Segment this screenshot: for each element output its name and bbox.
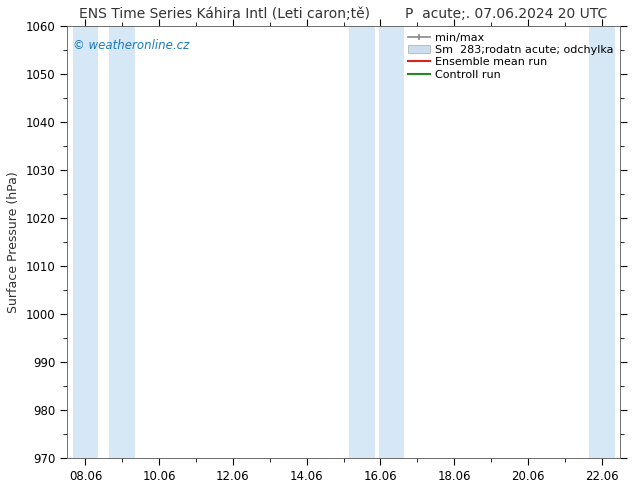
Legend: min/max, Sm  283;rodatn acute; odchylka, Ensemble mean run, Controll run: min/max, Sm 283;rodatn acute; odchylka, … — [405, 29, 617, 83]
Title: ENS Time Series Káhira Intl (Leti caron;tě)        P  acute;. 07.06.2024 20 UTC: ENS Time Series Káhira Intl (Leti caron;… — [79, 7, 608, 21]
Text: © weatheronline.cz: © weatheronline.cz — [72, 39, 189, 52]
Bar — [72, 26, 98, 458]
Y-axis label: Surface Pressure (hPa): Surface Pressure (hPa) — [7, 172, 20, 313]
Bar — [349, 26, 375, 458]
Bar — [110, 26, 135, 458]
Bar — [589, 26, 614, 458]
Bar — [378, 26, 404, 458]
